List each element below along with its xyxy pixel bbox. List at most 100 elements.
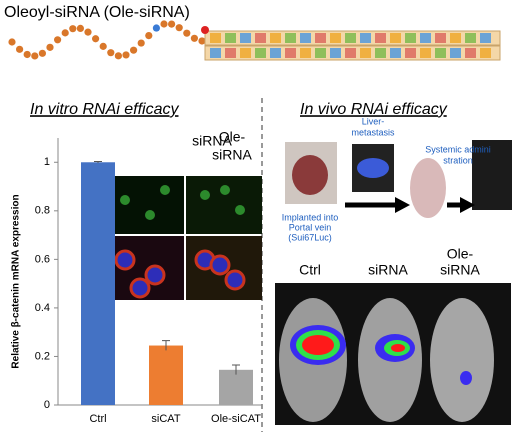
image-label: siRNA xyxy=(192,133,232,149)
base xyxy=(285,48,296,58)
base xyxy=(480,48,491,58)
bar xyxy=(219,369,253,405)
procedure-illustration xyxy=(285,140,512,218)
y-axis-label: Relative β-catenin mRNA expression xyxy=(11,194,22,368)
error-bar xyxy=(94,161,102,164)
image-label: siRNA xyxy=(212,147,252,163)
base xyxy=(225,48,236,58)
bead xyxy=(61,29,69,37)
cell xyxy=(220,185,230,195)
bead xyxy=(168,20,176,28)
in-vitro-heading: In vitro RNAi efficacy xyxy=(30,101,179,118)
step-label: Systemic admini xyxy=(425,144,491,154)
bead xyxy=(107,49,115,57)
base xyxy=(240,33,251,43)
base xyxy=(480,33,491,43)
cell-markers xyxy=(114,185,246,299)
base xyxy=(300,33,311,43)
bead xyxy=(183,29,191,37)
base xyxy=(330,33,341,43)
group-label: Ctrl xyxy=(299,262,321,278)
base xyxy=(300,48,311,58)
step-label: Implanted into xyxy=(282,212,339,222)
base xyxy=(345,33,356,43)
cell xyxy=(114,249,136,271)
cell xyxy=(160,185,170,195)
bead xyxy=(137,39,145,47)
bead xyxy=(122,51,130,59)
bar xyxy=(149,345,183,405)
cell xyxy=(235,205,245,215)
base xyxy=(360,48,371,58)
imaging-panel xyxy=(275,283,511,425)
cell xyxy=(129,277,151,299)
base xyxy=(405,33,416,43)
step-label: stration xyxy=(443,155,473,165)
x-tick-label: siCAT xyxy=(151,413,180,425)
bead xyxy=(54,36,62,44)
bead xyxy=(152,24,160,32)
base xyxy=(465,33,476,43)
step-label: metastasis xyxy=(351,127,395,137)
y-tick-label: 0 xyxy=(44,399,50,411)
base xyxy=(315,48,326,58)
group-label: Ole- xyxy=(447,246,474,262)
bead xyxy=(92,35,100,43)
image-label: Ole- xyxy=(219,129,246,145)
base xyxy=(405,48,416,58)
base xyxy=(270,33,281,43)
base xyxy=(390,33,401,43)
x-tick-label: Ole-siCAT xyxy=(211,413,261,425)
bead xyxy=(69,25,77,33)
title: Oleoyl-siRNA (Ole-siRNA) xyxy=(4,4,190,21)
step-label: (Sui67Luc) xyxy=(288,232,332,242)
bead xyxy=(8,38,16,46)
bead xyxy=(23,50,31,59)
base xyxy=(435,33,446,43)
base xyxy=(315,33,326,43)
step-label: Liver- xyxy=(362,116,385,126)
phosphate xyxy=(201,26,209,34)
base xyxy=(345,48,356,58)
cell xyxy=(145,210,155,220)
cell xyxy=(209,254,231,276)
bead xyxy=(76,24,84,32)
y-tick-label: 0.2 xyxy=(35,350,50,362)
cell xyxy=(120,195,130,205)
base xyxy=(360,33,371,43)
y-tick-label: 0.4 xyxy=(35,302,50,314)
bead xyxy=(130,46,138,54)
base xyxy=(450,33,461,43)
base xyxy=(465,48,476,58)
bead xyxy=(38,49,47,57)
bar xyxy=(81,162,115,405)
base xyxy=(450,48,461,58)
base xyxy=(240,48,251,58)
bead xyxy=(198,37,206,45)
bead xyxy=(31,52,39,60)
step-label: Portal vein xyxy=(289,222,332,232)
base xyxy=(210,33,221,43)
x-tick-label: Ctrl xyxy=(89,413,106,425)
group-label: siRNA xyxy=(440,262,480,278)
base xyxy=(255,48,266,58)
bead xyxy=(46,43,54,51)
base xyxy=(330,48,341,58)
bead xyxy=(160,20,168,28)
cell xyxy=(200,190,210,200)
y-tick-label: 0.8 xyxy=(35,205,50,217)
cell xyxy=(144,264,166,286)
group-label: siRNA xyxy=(368,262,408,278)
error-bar xyxy=(232,364,240,375)
bar-chart: 0 0.2 0.4 0.6 0.8 1 Relative β-catenin mRNA ex… xyxy=(11,138,262,425)
base xyxy=(390,48,401,58)
in-vivo-heading: In vivo RNAi efficacy xyxy=(300,101,448,118)
base xyxy=(420,33,431,43)
y-tick-label: 1 xyxy=(44,156,50,168)
bead xyxy=(99,42,107,50)
bead xyxy=(114,52,122,60)
base xyxy=(420,48,431,58)
y-tick-label: 0.6 xyxy=(35,253,50,265)
error-bar xyxy=(162,340,170,351)
bead xyxy=(84,28,92,36)
